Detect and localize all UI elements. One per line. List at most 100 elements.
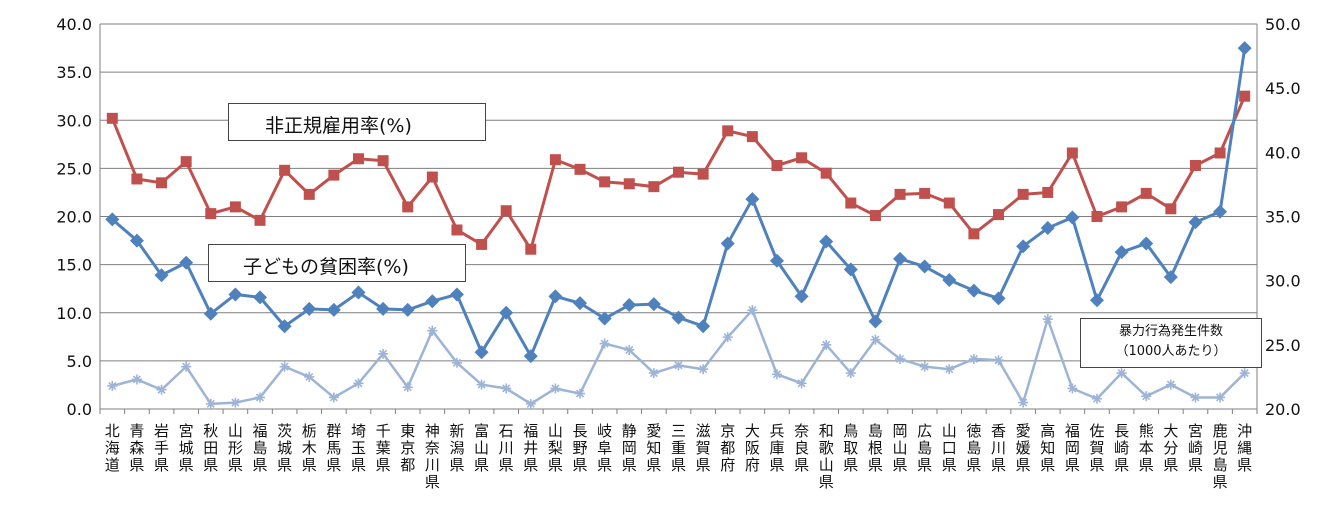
data-point-violence	[181, 361, 192, 372]
data-point-violence	[501, 383, 512, 394]
data-point-child-poverty	[1237, 41, 1252, 56]
data-point-nonregular	[968, 228, 980, 240]
data-point-child-poverty	[425, 294, 440, 309]
data-point-child-poverty	[696, 319, 711, 334]
data-point-violence	[796, 378, 807, 389]
data-point-child-poverty	[203, 306, 218, 321]
x-category-label: 沖縄県	[1237, 422, 1252, 474]
x-category-label: 愛知県	[646, 422, 661, 474]
data-point-child-poverty	[105, 212, 120, 227]
legend-label-child-poverty: 子どもの貧困率(%)	[243, 256, 409, 278]
data-point-child-poverty	[991, 291, 1006, 306]
data-point-nonregular	[845, 197, 857, 209]
data-point-child-poverty	[277, 319, 292, 334]
data-point-violence	[402, 382, 413, 393]
x-category-label: 宮城県	[179, 422, 194, 474]
data-point-violence	[722, 332, 733, 343]
y-left-tick-label: 40.0	[56, 15, 92, 34]
data-point-child-poverty	[1016, 239, 1031, 254]
x-category-label: 徳島県	[966, 422, 981, 474]
x-category-label: 京都府	[720, 422, 735, 474]
data-point-violence	[1116, 368, 1127, 379]
data-point-violence	[1239, 368, 1250, 379]
data-point-violence	[525, 398, 536, 409]
y-left-tick-label: 5.0	[67, 352, 92, 371]
data-point-violence	[698, 364, 709, 375]
data-point-nonregular	[746, 131, 758, 143]
y-left-tick-label: 20.0	[56, 208, 92, 227]
data-point-violence	[230, 397, 241, 408]
data-point-child-poverty	[1114, 245, 1129, 260]
x-category-label: 福島県	[253, 422, 268, 474]
data-point-child-poverty	[819, 234, 834, 249]
data-point-child-poverty	[499, 305, 514, 320]
data-point-nonregular	[599, 176, 611, 188]
data-point-violence	[476, 379, 487, 390]
data-point-nonregular	[451, 224, 463, 236]
data-point-nonregular	[771, 159, 783, 171]
x-category-label: 青森県	[129, 422, 144, 474]
data-point-nonregular	[673, 166, 684, 178]
data-point-violence	[821, 339, 832, 350]
data-point-nonregular	[205, 208, 217, 220]
data-point-violence	[895, 353, 906, 364]
x-category-label: 茨城県	[277, 422, 292, 474]
data-point-violence	[648, 368, 659, 379]
y-right-tick-label: 20.0	[1265, 400, 1301, 419]
x-category-label: 大阪府	[745, 422, 760, 474]
data-point-violence	[1215, 392, 1226, 403]
data-point-child-poverty	[843, 262, 858, 277]
data-point-violence	[1067, 383, 1078, 394]
data-point-violence	[624, 344, 635, 355]
data-point-nonregular	[525, 243, 537, 255]
data-point-violence	[1190, 392, 1201, 403]
data-point-violence	[845, 368, 856, 379]
data-point-child-poverty	[179, 255, 194, 270]
data-point-nonregular	[229, 201, 241, 213]
y-right-tick-label: 50.0	[1265, 15, 1301, 34]
data-point-child-poverty	[351, 285, 366, 300]
x-category-label: 奈良県	[794, 422, 809, 474]
x-category-label: 高知県	[1040, 422, 1055, 474]
x-category-label: 宮崎県	[1188, 422, 1203, 474]
x-category-label: 岡山県	[893, 422, 908, 474]
data-point-nonregular	[623, 178, 635, 190]
data-point-violence	[427, 325, 438, 336]
y-right-tick-label: 25.0	[1265, 336, 1301, 355]
data-point-nonregular	[648, 181, 660, 193]
data-point-violence	[1042, 314, 1053, 325]
data-point-child-poverty	[1163, 270, 1178, 285]
data-point-child-poverty	[449, 287, 464, 302]
data-point-child-poverty	[1040, 221, 1055, 236]
data-point-nonregular	[156, 177, 168, 189]
x-category-label: 富山県	[474, 422, 489, 474]
x-category-label: 山形県	[228, 422, 243, 474]
data-point-nonregular	[1017, 188, 1029, 200]
data-point-child-poverty	[966, 283, 981, 298]
y-left-tick-label: 30.0	[56, 111, 92, 130]
data-point-child-poverty	[1139, 236, 1154, 251]
data-point-nonregular	[1116, 201, 1128, 213]
data-point-violence	[205, 398, 216, 409]
y-left-tick-label: 15.0	[56, 256, 92, 275]
data-point-nonregular	[796, 152, 808, 164]
data-point-violence	[550, 383, 561, 394]
x-category-label: 石川県	[499, 422, 514, 474]
data-point-nonregular	[180, 156, 192, 168]
x-category-label: 静岡県	[622, 422, 637, 474]
x-category-label: 長野県	[573, 422, 588, 474]
data-point-nonregular	[426, 171, 438, 183]
data-point-child-poverty	[1065, 210, 1080, 225]
y-right-tick-label: 40.0	[1265, 143, 1301, 162]
data-point-violence	[156, 384, 167, 395]
series-line-child-poverty	[111, 47, 1247, 360]
data-point-nonregular	[993, 209, 1005, 221]
data-point-violence	[747, 305, 758, 316]
legend-label-violence-line2: （1000人あたり）	[1115, 344, 1227, 359]
x-category-label: 大分県	[1163, 422, 1178, 474]
data-point-child-poverty	[720, 236, 735, 251]
data-point-child-poverty	[302, 301, 317, 316]
data-point-violence	[771, 369, 782, 380]
data-point-nonregular	[894, 188, 906, 200]
data-point-violence	[1018, 397, 1029, 408]
